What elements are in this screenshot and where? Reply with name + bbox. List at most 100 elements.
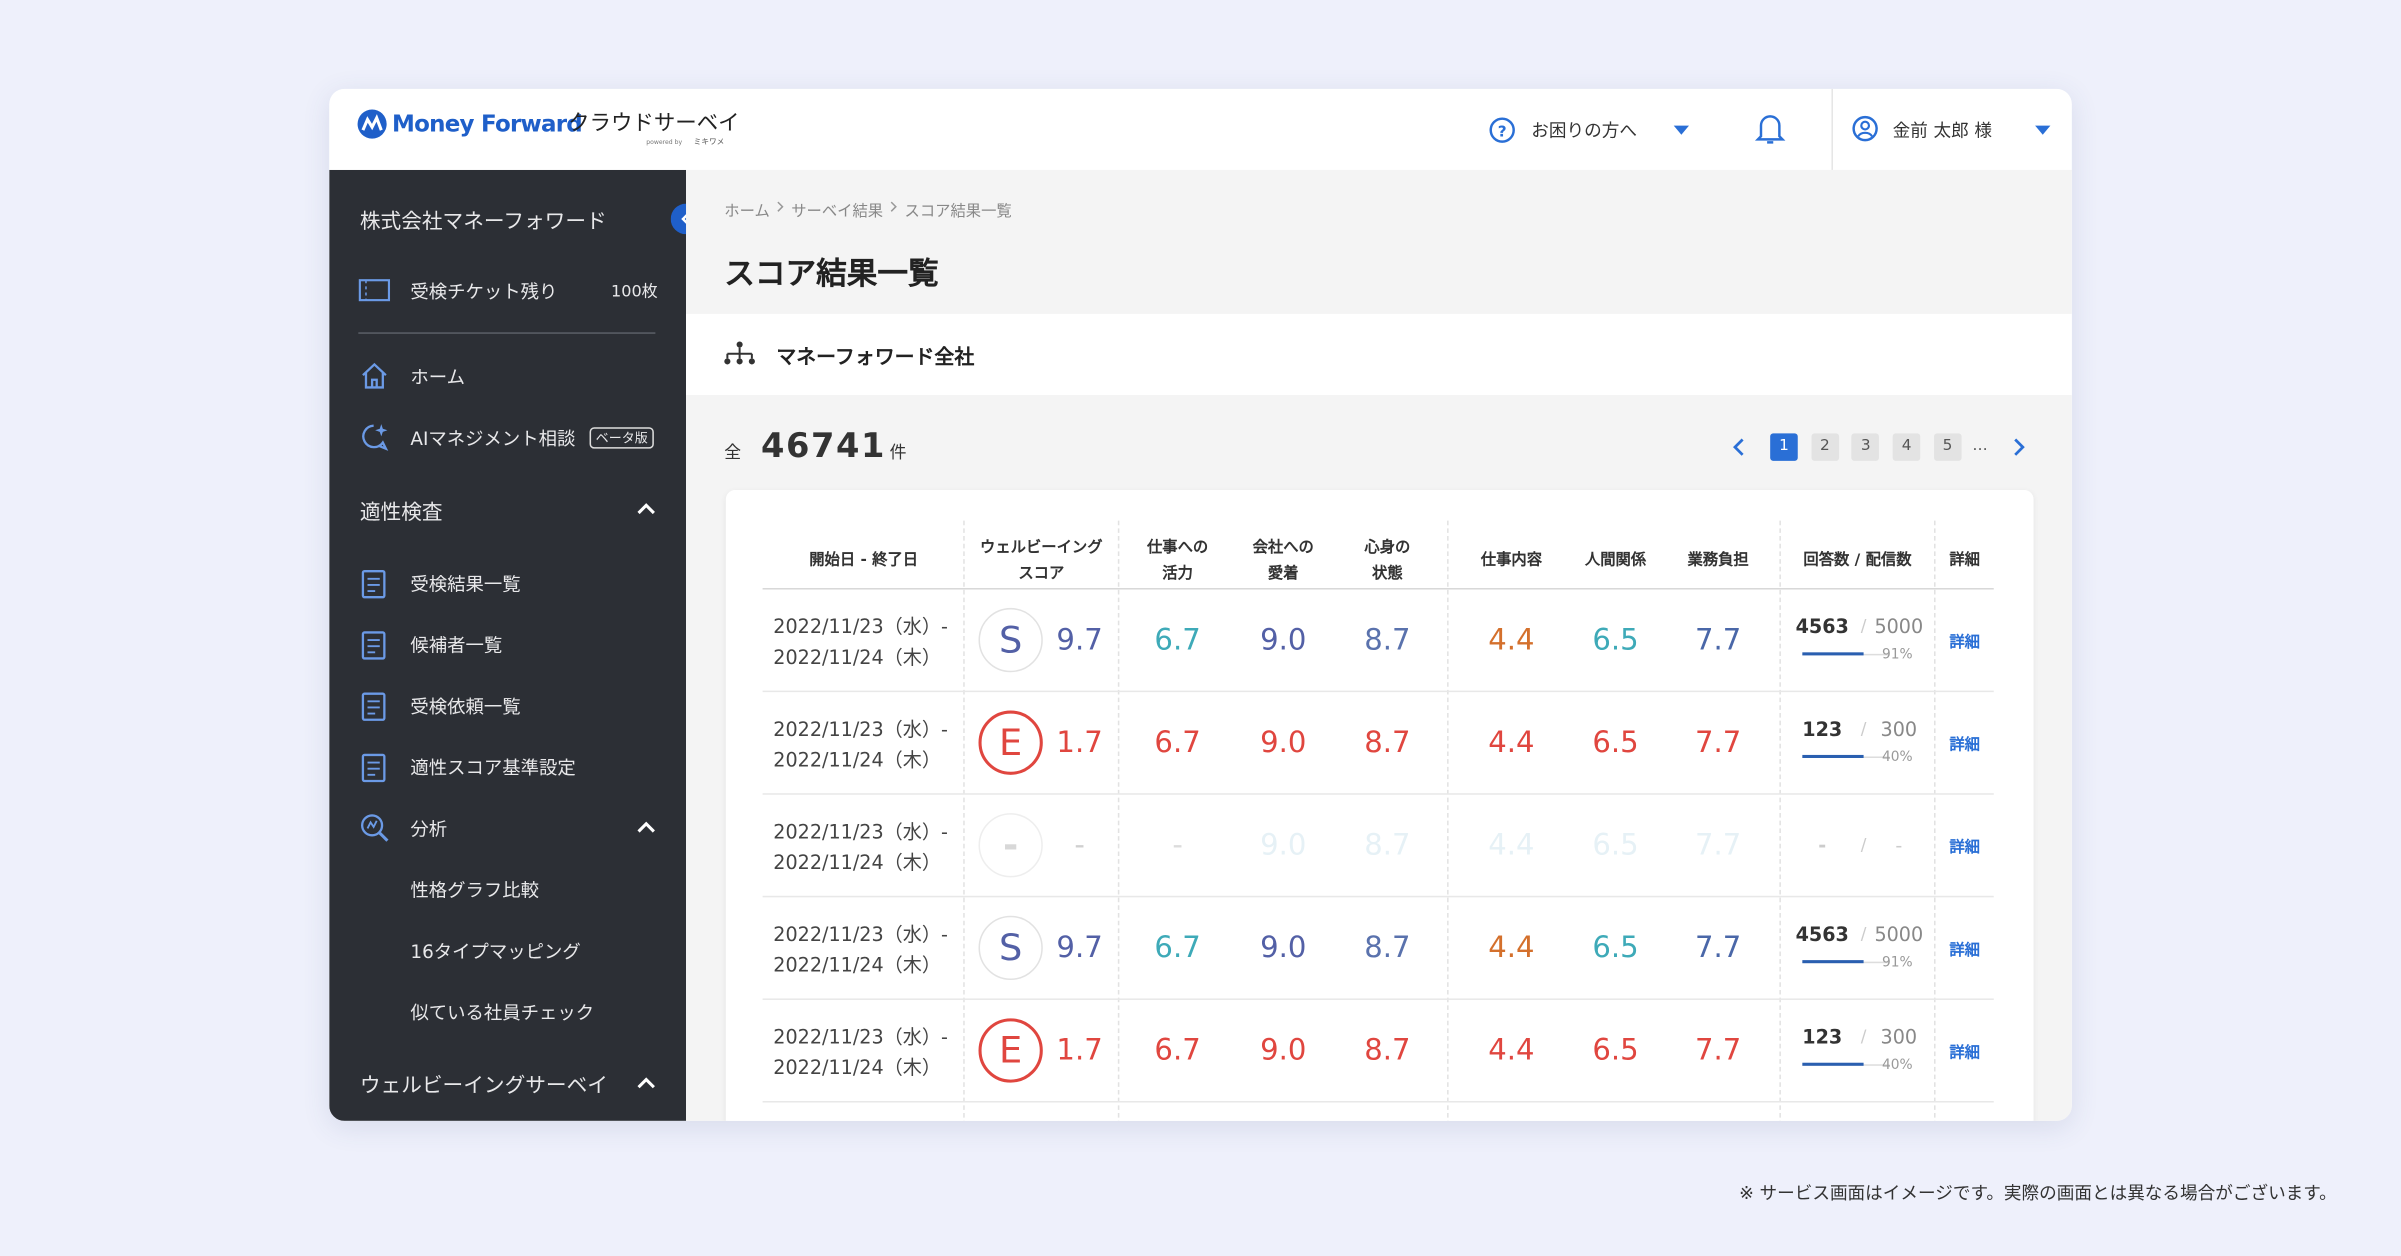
org-icon [724, 341, 755, 365]
delivered-count: 5000 [1874, 921, 1924, 945]
score-value: 8.7 [1364, 827, 1411, 862]
nav-subitem[interactable]: 似ている社員チェック [410, 1002, 595, 1024]
product-name: クラウドサーベイ [568, 111, 740, 137]
page-button[interactable]: 2 [1811, 433, 1839, 461]
nav-subitem[interactable]: 性格グラフ比較 [410, 879, 540, 902]
detail-link[interactable]: 詳細 [1949, 633, 1980, 651]
page-button[interactable]: 1 [1770, 433, 1798, 461]
page-button[interactable]: 5 [1933, 433, 1962, 461]
page-button[interactable]: 3 [1851, 433, 1880, 461]
bell-icon[interactable] [1754, 112, 1786, 146]
answered-count: 123 [1802, 716, 1843, 740]
dropdown-caret[interactable] [1672, 124, 1690, 136]
wellbeing-score: - [1074, 827, 1085, 862]
breadcrumb-item[interactable]: サーベイ結果 [791, 203, 884, 221]
row-rule [762, 1101, 1994, 1103]
date-end: 2022/11/24（木） [773, 644, 942, 668]
score-value: 6.7 [1154, 622, 1201, 657]
answer-separator: / [1860, 718, 1867, 739]
nav-item[interactable]: 受検結果一覧 [410, 573, 521, 595]
nav-item[interactable]: 受検依頼一覧 [410, 695, 521, 718]
score-value: 7.7 [1694, 1032, 1742, 1067]
help-link[interactable]: お困りの方へ [1531, 119, 1637, 141]
total-count: 46741 [761, 427, 886, 467]
detail-link[interactable]: 詳細 [1949, 941, 1980, 959]
user-icon[interactable] [1851, 115, 1879, 143]
next-page[interactable] [2011, 436, 2029, 457]
score-value: 4.4 [1488, 1032, 1535, 1067]
nav-icon [361, 692, 386, 721]
collapse-chevron[interactable] [637, 502, 655, 516]
date-end: 2022/11/24（木） [773, 1055, 942, 1079]
page-ellipsis: … [1972, 437, 1988, 455]
score-value: 6.5 [1592, 827, 1639, 862]
column-header: 業務負担 [1687, 552, 1749, 569]
score-value: 4.4 [1488, 930, 1535, 964]
total-suffix: 件 [889, 442, 907, 463]
divider [358, 332, 656, 334]
response-rate: 40% [1881, 1057, 1913, 1073]
column-header: 状態 [1372, 565, 1403, 582]
ticket-icon [358, 279, 391, 302]
date-end: 2022/11/24（木） [773, 747, 942, 771]
header-rule [762, 588, 1994, 590]
score-value: 8.7 [1364, 930, 1411, 964]
section-header[interactable]: 適性検査 [359, 500, 443, 526]
logo[interactable]: Money Forward [392, 110, 583, 138]
ticket-label: 受検チケット残り [410, 280, 558, 303]
collapse-chevron[interactable] [637, 1077, 655, 1091]
grade-badge: E [978, 1017, 1043, 1082]
collapse-chevron[interactable] [637, 821, 655, 835]
page-button[interactable]: 4 [1892, 433, 1921, 461]
nav-item[interactable]: AIマネジメント相談 [410, 427, 576, 450]
score-value: 6.5 [1592, 930, 1639, 964]
user-name[interactable]: 金前 太郎 様 [1892, 119, 1992, 141]
nav-icon [361, 631, 386, 660]
breadcrumb-separator [890, 201, 897, 212]
breadcrumb-item[interactable]: ホーム [724, 203, 770, 221]
detail-link[interactable]: 詳細 [1949, 839, 1980, 856]
answer-separator: / [1860, 1025, 1867, 1046]
progress-fill [1802, 754, 1864, 758]
nav-item[interactable]: ホーム [410, 366, 465, 389]
column-header: 仕事内容 [1480, 552, 1543, 569]
score-value: 8.7 [1364, 622, 1411, 657]
score-value: 9.0 [1260, 930, 1307, 964]
org-name[interactable]: マネーフォワード全社 [776, 346, 975, 370]
help-icon[interactable]: ? [1488, 116, 1516, 144]
partner: ミキワメ [693, 137, 725, 148]
score-value: 8.7 [1364, 1032, 1411, 1067]
nav-icon [361, 570, 386, 599]
column-divider [963, 520, 965, 1121]
detail-link[interactable]: 詳細 [1949, 736, 1980, 754]
svg-text:?: ? [1498, 122, 1507, 140]
section-header[interactable]: ウェルビーイングサーベイ [359, 1073, 608, 1098]
answered-count: 4563 [1795, 614, 1849, 638]
row-rule [762, 793, 1994, 795]
nav-subitem[interactable]: 16タイプマッピング [410, 940, 581, 963]
column-header: 詳細 [1949, 552, 1980, 569]
column-divider [1447, 520, 1449, 1121]
date-start: 2022/11/23（水）- [773, 716, 948, 740]
response-rate: 91% [1881, 954, 1913, 971]
total-prefix: 全 [724, 442, 742, 463]
score-value: 9.0 [1260, 1032, 1307, 1067]
nav-item[interactable]: 適性スコア基準設定 [410, 757, 576, 779]
response-rate: 40% [1881, 749, 1913, 765]
column-divider [1934, 520, 1936, 1121]
column-header: スコア [1018, 565, 1065, 582]
dropdown-caret[interactable] [2034, 124, 2052, 136]
detail-link[interactable]: 詳細 [1949, 1044, 1980, 1062]
sidebar: 株式会社マネーフォワード 受検チケット残り 100枚 ホーム AIマネジメント相… [329, 169, 687, 1121]
column-header: 心身の [1364, 539, 1411, 556]
row-rule [762, 895, 1994, 898]
score-value: 4.4 [1488, 827, 1535, 862]
company-name: 株式会社マネーフォワード [359, 209, 607, 235]
prev-page[interactable] [1729, 436, 1747, 457]
nav-item[interactable]: 候補者一覧 [410, 634, 503, 657]
grade-badge: S [978, 914, 1043, 980]
nav-item[interactable]: 分析 [410, 818, 448, 840]
logo-mark [357, 109, 387, 139]
progress-fill [1802, 960, 1864, 964]
